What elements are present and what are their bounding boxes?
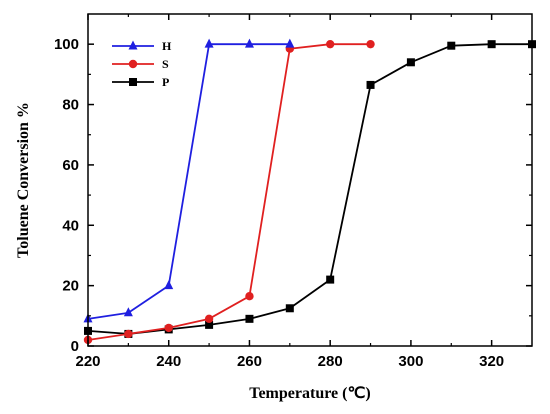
plot-area	[83, 38, 536, 345]
data-point-p	[406, 58, 415, 67]
axis-ticks: 220 240 260 280 300 320 0 20 40 60 80 100	[54, 14, 532, 370]
y-tick-label: 100	[54, 36, 79, 53]
x-tick-label: 220	[75, 353, 100, 370]
data-point-s	[204, 314, 214, 324]
legend-marker-s	[128, 59, 138, 69]
data-point-p	[447, 41, 456, 50]
legend-item-h: H	[112, 39, 172, 53]
data-point-p	[245, 314, 254, 323]
data-point-h	[285, 38, 295, 48]
y-tick-label: 60	[62, 157, 79, 174]
data-point-h	[164, 280, 174, 290]
series-line-h	[87, 43, 290, 320]
data-point-s	[164, 323, 173, 333]
legend-item-s: S	[112, 57, 169, 71]
x-tick-label: 300	[398, 353, 423, 370]
y-tick-label: 80	[62, 97, 79, 114]
x-tick-label: 320	[479, 353, 504, 370]
legend-label-h: H	[162, 39, 172, 53]
data-point-s	[325, 39, 335, 49]
data-point-p	[366, 80, 375, 89]
y-tick-label: 20	[62, 278, 79, 295]
data-point-p	[205, 320, 214, 329]
data-point-p	[326, 275, 335, 284]
series-s	[83, 39, 375, 345]
legend-label-s: S	[162, 57, 169, 71]
data-point-h	[123, 307, 133, 317]
y-tick-label: 40	[62, 217, 79, 234]
plot-frame	[87, 13, 533, 347]
series-line-s	[87, 43, 371, 341]
series-line-p	[87, 43, 532, 335]
y-axis-title: Toluene Conversion %	[15, 102, 32, 258]
x-tick-label: 280	[318, 353, 343, 370]
x-tick-label: 240	[156, 353, 181, 370]
data-point-h	[244, 38, 254, 48]
x-axis-title: Temperature (℃)	[249, 385, 371, 402]
x-tick-label: 260	[237, 353, 262, 370]
legend-marker-h	[128, 40, 138, 50]
data-point-s	[245, 292, 254, 301]
data-point-h	[204, 38, 214, 48]
data-point-p	[285, 304, 294, 313]
legend-marker-p	[129, 78, 137, 86]
y-tick-label: 0	[71, 338, 79, 355]
series-p	[84, 40, 536, 338]
data-point-s	[366, 39, 375, 49]
legend: HSP	[112, 39, 172, 89]
data-point-s	[124, 329, 133, 339]
legend-item-p: P	[112, 75, 169, 89]
data-point-p	[487, 40, 496, 49]
legend-label-p: P	[162, 75, 169, 89]
